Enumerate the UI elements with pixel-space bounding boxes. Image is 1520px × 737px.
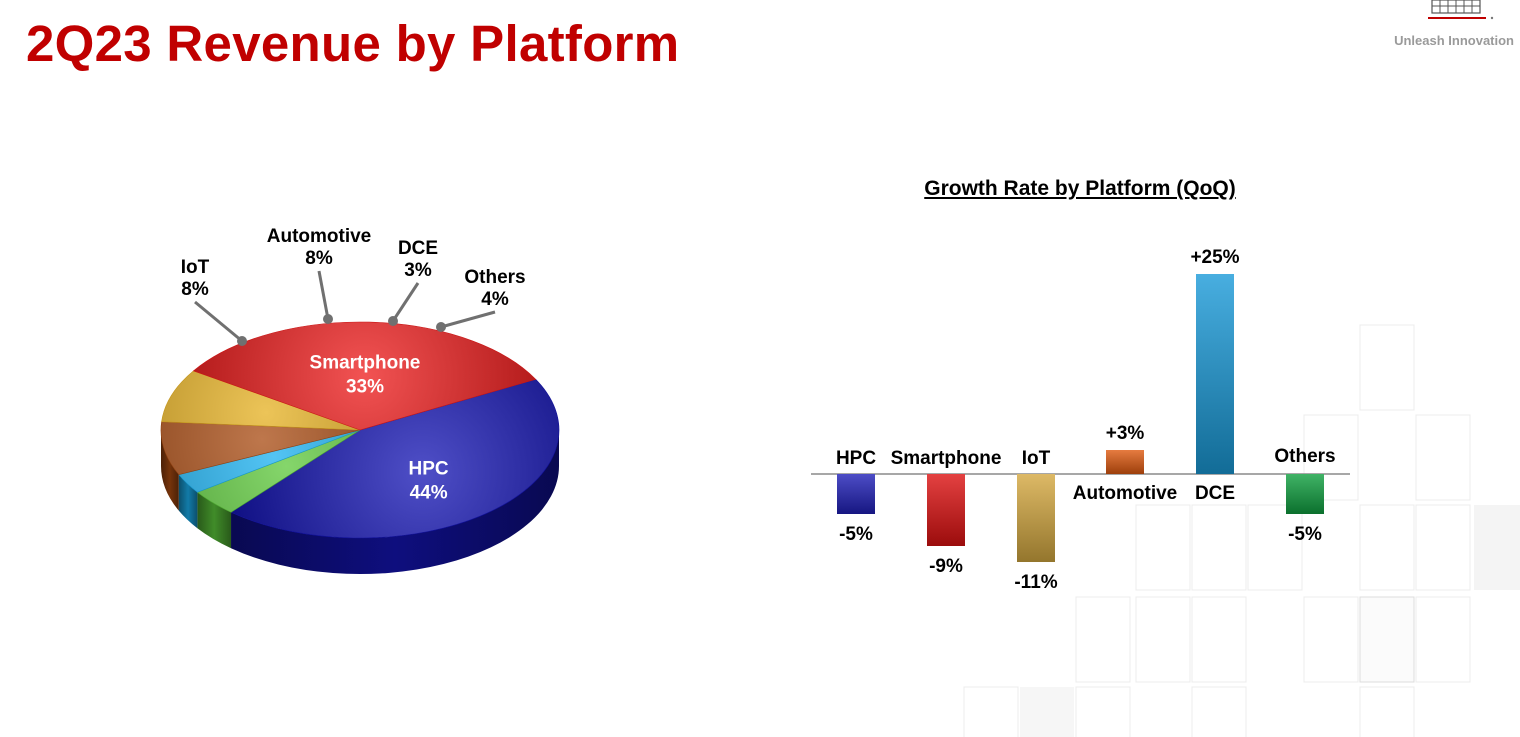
- pie-top: [160, 321, 560, 539]
- bar-value-automotive: +3%: [1106, 423, 1145, 444]
- pie-side-dce: [178, 474, 198, 529]
- bar-category-iot: IoT: [1022, 448, 1051, 469]
- pie-slice-iot: [161, 370, 361, 431]
- company-logo: [1428, 0, 1494, 20]
- bar-value-hpc: -5%: [839, 524, 873, 545]
- pie-leader-dot-automotive: [323, 314, 333, 324]
- bar-category-dce: DCE: [1195, 483, 1235, 504]
- bar-chart-title: Growth Rate by Platform (QoQ): [924, 177, 1236, 200]
- bar-others: [1286, 474, 1324, 514]
- pie-label-others: Others: [464, 267, 525, 288]
- bar-dce: [1196, 274, 1234, 474]
- pie-slice-smartphone: [192, 321, 537, 431]
- pie-leader-dot-dce: [388, 316, 398, 326]
- bar-smartphone: [927, 474, 965, 546]
- pie-value-iot: 8%: [181, 279, 209, 300]
- revenue-pie-chart: HPC44%Others4%DCE3%Automotive8%IoT8%Smar…: [160, 226, 560, 575]
- bar-hpc: [837, 474, 875, 514]
- pie-value-automotive: 8%: [305, 248, 333, 269]
- bar-category-others: Others: [1274, 446, 1335, 467]
- bar-category-automotive: Automotive: [1073, 483, 1178, 504]
- pie-leader-others: [440, 310, 496, 329]
- pie-side-others: [197, 492, 232, 549]
- pie-value-hpc: 44%: [410, 482, 448, 503]
- pie-side-automotive: [161, 430, 179, 511]
- bar-automotive: [1106, 450, 1144, 474]
- pie-leader-dce: [391, 282, 420, 322]
- pie-label-hpc: HPC: [409, 458, 449, 479]
- pie-value-others: 4%: [481, 289, 509, 310]
- tagline: Unleash Innovation: [1394, 33, 1514, 48]
- bar-value-others: -5%: [1288, 524, 1322, 545]
- pie-label-iot: IoT: [181, 257, 210, 278]
- bar-iot: [1017, 474, 1055, 562]
- pie-leader-dot-iot: [237, 336, 247, 346]
- bar-category-hpc: HPC: [836, 448, 876, 469]
- pie-label-dce: DCE: [398, 238, 438, 259]
- pie-value-smartphone: 33%: [346, 377, 384, 398]
- page-title: 2Q23 Revenue by Platform: [26, 15, 680, 72]
- pie-side-hpc: [231, 430, 559, 575]
- pie-label-automotive: Automotive: [267, 226, 372, 247]
- bar-category-smartphone: Smartphone: [891, 448, 1002, 469]
- pie-side-walls: [161, 430, 559, 575]
- bar-value-dce: +25%: [1190, 247, 1239, 268]
- bar-value-smartphone: -9%: [929, 556, 963, 577]
- pie-labels: HPC44%Others4%DCE3%Automotive8%IoT8%Smar…: [181, 226, 526, 503]
- pie-leader-dot-others: [436, 322, 446, 332]
- pie-leader-automotive: [317, 270, 330, 320]
- pie-slice-automotive: [160, 421, 361, 475]
- pie-value-dce: 3%: [404, 260, 432, 281]
- pie-leader-iot: [194, 300, 243, 343]
- pie-label-smartphone: Smartphone: [310, 353, 421, 374]
- pie-slice-hpc: [230, 378, 560, 539]
- bar-value-iot: -11%: [1014, 572, 1057, 593]
